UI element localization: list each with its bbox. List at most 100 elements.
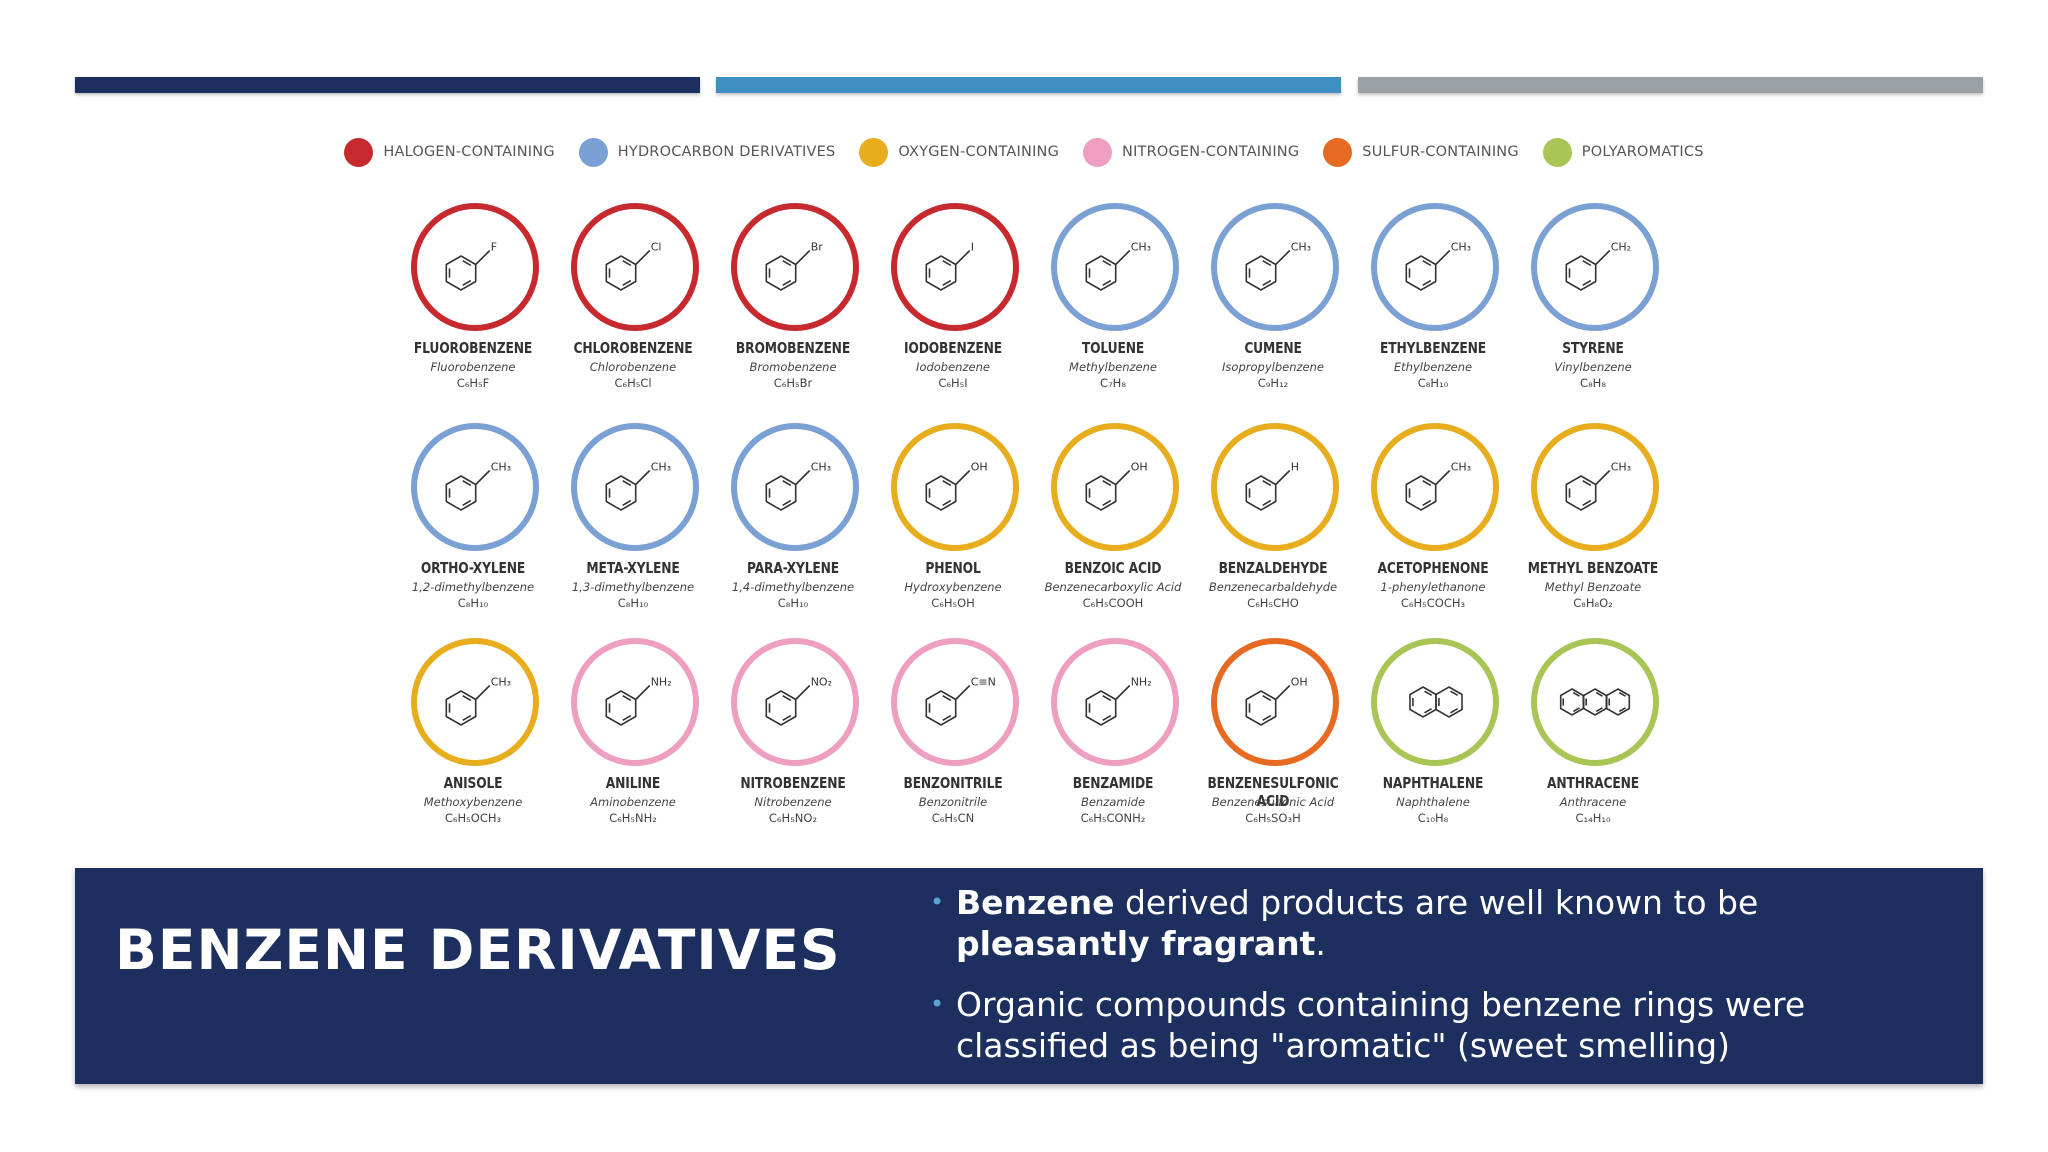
structure-icon: C≡N <box>891 638 1019 766</box>
compound-card: OH PHENOL Hydroxybenzene C₆H₅OH <box>853 423 1053 633</box>
svg-text:CH₃: CH₃ <box>1291 241 1311 254</box>
compound-alt-name: Benzenesulfonic Acid <box>1211 795 1335 809</box>
compound-card: NAPHTHALENE Naphthalene C₁₀H₈ <box>1333 638 1533 848</box>
benzene-ring-icon: CH₃ <box>1565 461 1631 511</box>
benzene-ring-icon: Cl <box>605 241 662 291</box>
svg-text:CH₃: CH₃ <box>811 461 831 474</box>
benzene-ring-icon: CH₃ <box>765 461 831 511</box>
compound-alt-name: Benzamide <box>1080 795 1146 809</box>
compound-formula: C₈H₁₀ <box>617 596 649 610</box>
compound-name: STYRENE <box>1562 339 1624 357</box>
compound-card: NH₂ ANILINE Aminobenzene C₆H₅NH₂ <box>533 638 733 848</box>
legend-label: OXYGEN-CONTAINING <box>898 144 1060 160</box>
structure-icon: CH₃ <box>1051 203 1179 331</box>
compound-card: NO₂ NITROBENZENE Nitrobenzene C₆H₅NO₂ <box>693 638 893 848</box>
legend-item: POLYAROMATICS <box>1542 137 1704 167</box>
bullet-bold-benzene: Benzene <box>956 883 1115 922</box>
compound-name: ACETOPHENONE <box>1377 559 1489 577</box>
legend-label: NITROGEN-CONTAINING <box>1122 144 1300 160</box>
bullet-bold-fragrant: pleasantly fragrant <box>956 924 1316 963</box>
bullet-text-end: . <box>1315 924 1326 963</box>
compound-alt-name: Methoxybenzene <box>423 795 523 809</box>
benzene-ring-icon: CH₃ <box>1245 241 1311 291</box>
compound-alt-name: Naphthalene <box>1396 795 1470 809</box>
compound-formula: C₆H₅Br <box>773 376 813 390</box>
compound-alt-name: Methylbenzene <box>1069 360 1157 374</box>
benzene-ring-icon: H <box>1245 461 1299 511</box>
svg-text:CH₃: CH₃ <box>1131 241 1151 254</box>
compound-formula: C₆H₅CONH₂ <box>1080 811 1146 825</box>
structure-icon: NH₂ <box>1051 638 1179 766</box>
svg-text:OH: OH <box>1131 461 1148 474</box>
svg-text:CH₃: CH₃ <box>1611 461 1631 474</box>
svg-text:Cl: Cl <box>651 241 662 254</box>
compound-formula: C₈H₁₀ <box>1417 376 1449 390</box>
bullet-item: Benzene derived products are well known … <box>930 882 1960 964</box>
svg-text:CH₃: CH₃ <box>491 676 511 689</box>
compound-formula: C₆H₅Cl <box>614 376 652 390</box>
compound-alt-name: Aminobenzene <box>590 795 676 809</box>
svg-text:CH₂: CH₂ <box>1611 241 1631 254</box>
structure-icon: CH₃ <box>1371 423 1499 551</box>
compound-card: CH₃ PARA-XYLENE 1,4-dimethylbenzene C₈H₁₀ <box>693 423 893 633</box>
compound-formula: C₆H₅F <box>456 376 490 390</box>
compound-alt-name: Fluorobenzene <box>430 360 516 374</box>
benzene-ring-icon: CH₃ <box>445 461 511 511</box>
legend-label: SULFUR-CONTAINING <box>1362 144 1519 160</box>
legend-item: OXYGEN-CONTAINING <box>859 137 1060 167</box>
compound-alt-name: Anthracene <box>1559 795 1627 809</box>
structure-icon: OH <box>891 423 1019 551</box>
compound-formula: C₈H₁₀ <box>457 596 489 610</box>
compound-alt-name: 1,3-dimethylbenzene <box>571 580 695 594</box>
structure-icon: H <box>1211 423 1339 551</box>
compound-formula: C₆H₅SO₃H <box>1245 811 1301 825</box>
structure-icon: NO₂ <box>731 638 859 766</box>
svg-text:OH: OH <box>971 461 988 474</box>
compound-name: FLUOROBENZENE <box>413 339 533 357</box>
compound-name: ANILINE <box>605 774 661 792</box>
compound-card: CH₃ META-XYLENE 1,3-dimethylbenzene C₈H₁₀ <box>533 423 733 633</box>
structure-icon: CH₃ <box>731 423 859 551</box>
compound-name: ORTHO-XYLENE <box>420 559 526 577</box>
compound-card: C≡N BENZONITRILE Benzonitrile C₆H₅CN <box>853 638 1053 848</box>
compound-alt-name: Hydroxybenzene <box>904 580 1002 594</box>
benzene-ring-icon: Br <box>765 241 823 291</box>
structure-icon: Br <box>731 203 859 331</box>
compound-formula: C₆H₅OH <box>931 596 975 610</box>
benzene-ring-icon: NO₂ <box>765 676 832 726</box>
legend-item: HALOGEN-CONTAINING <box>344 137 555 167</box>
structure-icon <box>1531 638 1659 766</box>
svg-text:NH₂: NH₂ <box>651 676 672 689</box>
slide-title: BENZENE DERIVATIVES <box>115 918 841 982</box>
compound-name: BENZOIC ACID <box>1064 559 1162 577</box>
compound-formula: C₈H₈ <box>1580 376 1606 390</box>
header-bar-navy <box>75 77 700 93</box>
compound-formula: C₆H₅CHO <box>1247 596 1299 610</box>
svg-text:I: I <box>971 241 974 254</box>
legend-item: SULFUR-CONTAINING <box>1323 137 1519 167</box>
benzene-ring-icon <box>1409 686 1463 718</box>
compound-name: BROMOBENZENE <box>735 339 851 357</box>
compound-formula: C₈H₁₀ <box>777 596 809 610</box>
compound-name: BENZONITRILE <box>903 774 1003 792</box>
compound-formula: C₆H₅NO₂ <box>768 811 818 825</box>
structure-icon: I <box>891 203 1019 331</box>
structure-icon: CH₂ <box>1531 203 1659 331</box>
compound-name: METHYL BENZOATE <box>1527 559 1659 577</box>
compound-alt-name: 1-phenylethanone <box>1380 580 1486 594</box>
compound-card: CH₃ ETHYLBENZENE Ethylbenzene C₈H₁₀ <box>1333 203 1533 413</box>
legend-dot <box>1542 137 1572 167</box>
benzene-ring-icon: CH₃ <box>605 461 671 511</box>
compound-formula: C₉H₁₂ <box>1257 376 1289 390</box>
structure-icon: CH₃ <box>411 423 539 551</box>
compound-formula: C₆H₅COOH <box>1082 596 1144 610</box>
compound-formula: C₈H₈O₂ <box>1573 596 1613 610</box>
compound-name: PHENOL <box>925 559 981 577</box>
compound-card: I IODOBENZENE Iodobenzene C₆H₅I <box>853 203 1053 413</box>
compound-name: ANTHRACENE <box>1547 774 1639 792</box>
compound-card: CH₃ ORTHO-XYLENE 1,2-dimethylbenzene C₈H₁₀ <box>373 423 573 633</box>
legend-label: HYDROCARBON DERIVATIVES <box>617 144 836 160</box>
benzene-ring-icon: CH₃ <box>1085 241 1151 291</box>
compound-card: CH₃ ANISOLE Methoxybenzene C₆H₅OCH₃ <box>373 638 573 848</box>
compound-formula: C₇H₈ <box>1100 376 1126 390</box>
